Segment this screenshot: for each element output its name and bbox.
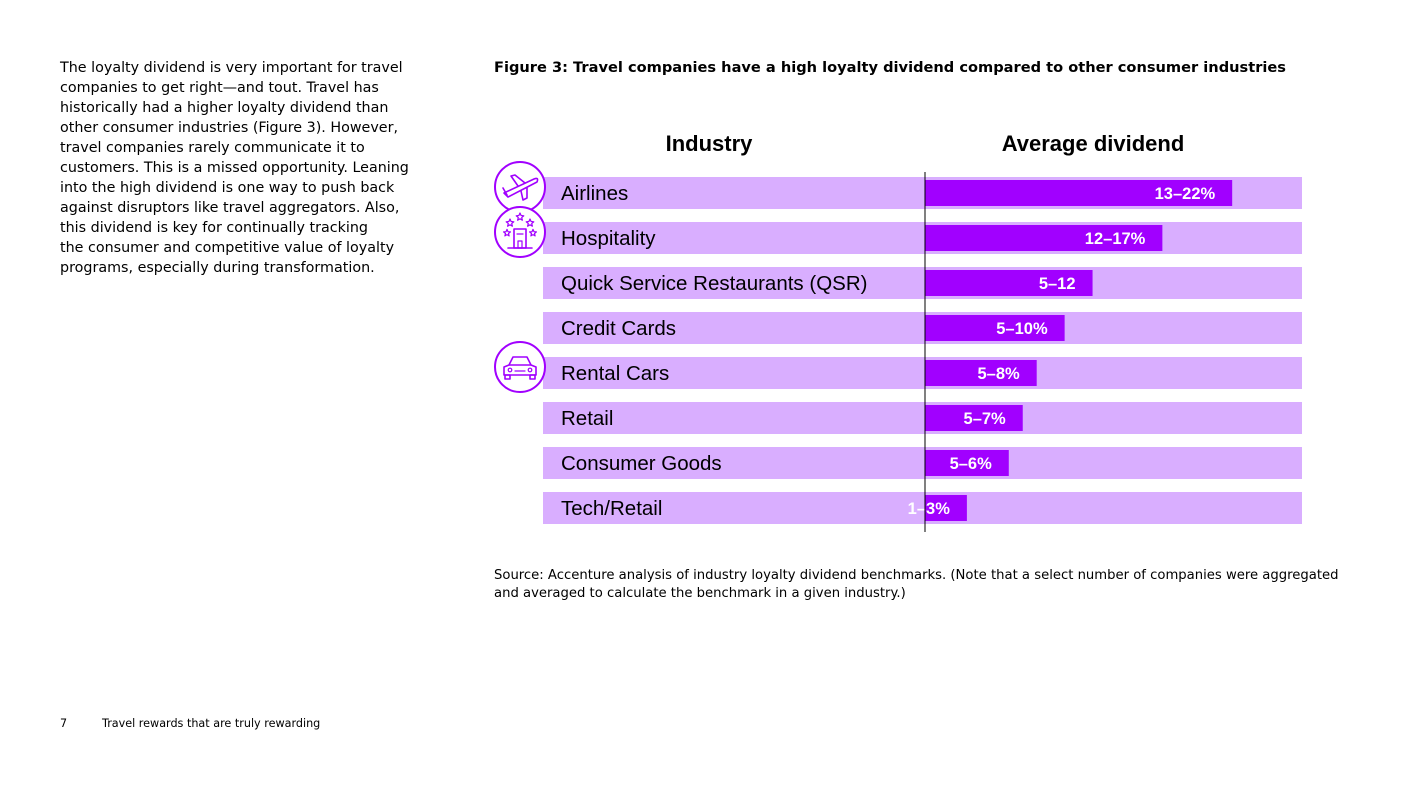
row-background-credit-cards	[543, 312, 1302, 344]
row-background-tech-retail	[543, 492, 1302, 524]
row-background-quick-service-restaurants-qsr	[543, 267, 1302, 299]
loyalty-dividend-chart: Industry Average dividend Airlines 13–22%…	[494, 131, 1302, 532]
value-label-tech-retail: 1–3%	[908, 500, 951, 518]
category-label-hospitality: Hospitality	[561, 227, 656, 250]
value-label-hospitality: 12–17%	[1085, 230, 1146, 248]
bar-quick-service-restaurants-qsr	[925, 270, 1093, 296]
row-background-consumer-goods	[543, 447, 1302, 479]
page-footer: 7 Travel rewards that are truly rewarding	[60, 716, 320, 732]
category-label-retail: Retail	[561, 407, 613, 430]
column-header-industry: Industry	[666, 131, 754, 156]
bar-rental-cars	[925, 360, 1037, 386]
category-label-rental-cars: Rental Cars	[561, 362, 669, 385]
category-label-credit-cards: Credit Cards	[561, 317, 676, 340]
value-label-retail: 5–7%	[964, 410, 1007, 428]
bar-airlines	[925, 180, 1233, 206]
figure-source-note: Source: Accenture analysis of industry l…	[494, 568, 1339, 601]
row-background-hospitality	[543, 222, 1302, 254]
value-label-consumer-goods: 5–6%	[950, 455, 993, 473]
value-label-quick-service-restaurants-qsr: 5–12	[1039, 275, 1076, 293]
bar-retail	[925, 405, 1023, 431]
value-label-rental-cars: 5–8%	[978, 365, 1021, 383]
row-background-retail	[543, 402, 1302, 434]
car-icon	[494, 341, 546, 393]
value-label-airlines: 13–22%	[1155, 185, 1216, 203]
row-background-rental-cars	[543, 357, 1302, 389]
bar-credit-cards	[925, 315, 1065, 341]
hotel-stars-icon	[494, 206, 546, 258]
category-label-consumer-goods: Consumer Goods	[561, 452, 722, 475]
bar-hospitality	[925, 225, 1163, 251]
page-number: 7	[60, 717, 68, 730]
document-title: Travel rewards that are truly rewarding	[102, 717, 321, 730]
value-label-credit-cards: 5–10%	[996, 320, 1048, 338]
body-paragraph: The loyalty dividend is very important f…	[60, 60, 409, 276]
bar-tech-retail	[925, 495, 967, 521]
category-label-airlines: Airlines	[561, 182, 628, 205]
category-label-quick-service-restaurants-qsr: Quick Service Restaurants (QSR)	[561, 272, 867, 295]
category-label-tech-retail: Tech/Retail	[561, 497, 662, 520]
column-header-average-dividend: Average dividend	[1002, 131, 1185, 156]
figure-title: Figure 3: Travel companies have a high l…	[494, 59, 1286, 76]
airplane-icon	[494, 161, 546, 213]
bar-consumer-goods	[925, 450, 1009, 476]
